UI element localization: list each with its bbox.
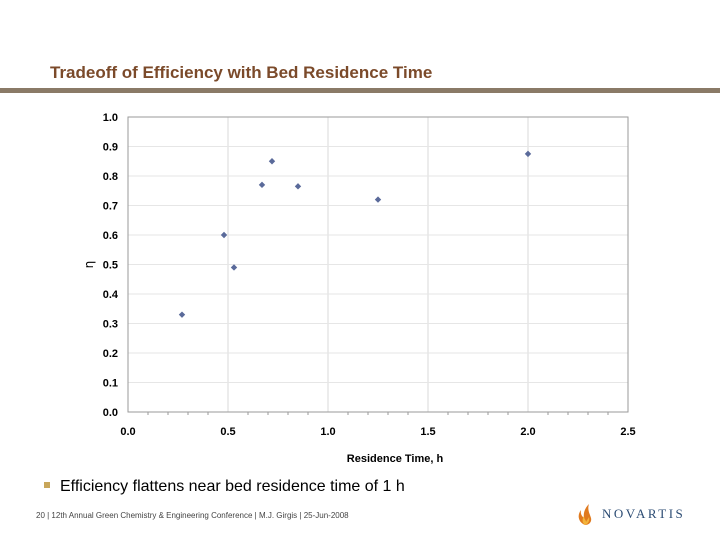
y-tick-label: 0.0 [103,407,118,419]
data-point [374,196,382,203]
y-tick-label: 0.3 [103,319,118,331]
y-tick-label: 0.8 [103,171,118,183]
y-tick-label: 0.1 [103,378,118,390]
slide-footer: 20 | 12th Annual Green Chemistry & Engin… [36,511,349,520]
data-point [258,181,266,189]
title-divider [0,88,720,93]
plot-area [127,116,629,413]
data-point [230,264,238,271]
y-tick-label: 1.0 [103,112,118,124]
x-tick-label: 1.5 [420,426,435,438]
bullet-text: Efficiency flattens near bed residence t… [60,478,405,495]
novartis-flame-icon [578,504,592,525]
y-tick-label: 0.6 [103,230,118,242]
data-point [178,311,186,318]
axis-ticks: 0.0 0.5 1.0 1.5 2.0 2.5 0.0 0.1 0.2 0.3 0.4 0.5 0.6 0… [103,112,636,438]
y-tick-label: 0.9 [103,142,118,154]
data-points [178,150,532,318]
x-tick-label: 1.0 [320,426,335,438]
x-tick-label: 0.0 [120,426,135,438]
x-tick-label: 2.5 [620,426,635,438]
x-tick-label: 2.0 [520,426,535,438]
square-bullet-icon [44,481,50,488]
slide-title: Tradeoff of Efficiency with Bed Residenc… [50,63,433,82]
data-point [220,231,228,239]
x-tick-label: 0.5 [220,426,235,438]
x-axis-label: Residence Time, h [347,453,444,465]
data-point [294,183,302,190]
y-axis-label: η [82,261,96,269]
y-tick-label: 0.5 [103,260,118,272]
brand-name: NOVARTIS [602,506,686,521]
data-point [268,158,276,165]
y-tick-label: 0.7 [103,201,118,213]
bullet-point: Efficiency flattens near bed residence t… [44,478,405,496]
y-tick-label: 0.2 [103,348,118,360]
y-tick-label: 0.4 [103,289,119,301]
data-point [524,150,532,158]
chart-grid [128,117,628,412]
novartis-logo: NOVARTIS [574,501,685,527]
